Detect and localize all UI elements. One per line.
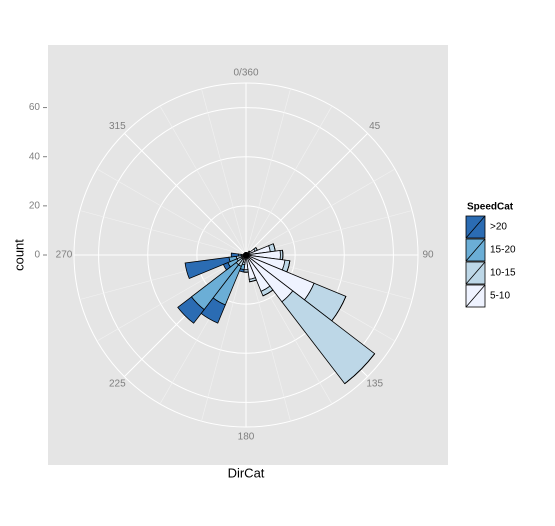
- legend-title: SpeedCat: [467, 202, 514, 213]
- minor-spoke: [201, 254, 247, 422]
- legend-key-slash: [465, 238, 486, 262]
- minor-spoke: [245, 88, 291, 256]
- x-axis-title: DirCat: [228, 465, 265, 480]
- legend-key-slash: [465, 261, 486, 285]
- x-tick-label: 180: [238, 432, 255, 443]
- x-tick-label: 90: [422, 250, 434, 261]
- x-tick-label: 45: [369, 121, 381, 132]
- y-axis-title: count: [11, 239, 26, 271]
- legend-label: 10-15: [490, 268, 516, 279]
- bar-segment: [184, 256, 231, 280]
- minor-spoke: [245, 105, 333, 256]
- y-tick-label: 60: [29, 102, 41, 113]
- x-tick-label: 270: [56, 250, 73, 261]
- y-tick-label: 0: [34, 250, 40, 261]
- legend-key-slash: [465, 284, 486, 308]
- minor-spoke: [79, 210, 247, 256]
- bar-segment: [249, 279, 257, 283]
- minor-spoke: [201, 88, 247, 256]
- legend-key-slash: [465, 215, 486, 239]
- bar-segment: [344, 353, 375, 384]
- legend-label: 5-10: [490, 291, 510, 302]
- x-tick-label: 225: [109, 378, 126, 389]
- minor-spoke: [245, 254, 291, 422]
- spoke: [245, 133, 368, 256]
- y-tick-label: 20: [29, 200, 41, 211]
- bar-segment: [177, 296, 205, 324]
- bar-segment: [262, 289, 274, 297]
- legend-label: 15-20: [490, 245, 516, 256]
- minor-spoke: [96, 254, 247, 342]
- legend-label: >20: [490, 222, 507, 233]
- y-tick-label: 40: [29, 151, 41, 162]
- minor-spoke: [96, 168, 247, 256]
- x-tick-label: 135: [366, 378, 383, 389]
- bar-segment: [230, 252, 240, 258]
- spoke: [124, 133, 247, 256]
- minor-spoke: [159, 105, 247, 256]
- minor-spoke: [245, 168, 396, 256]
- x-tick-label: 0/360: [233, 68, 258, 79]
- x-tick-label: 315: [109, 121, 126, 132]
